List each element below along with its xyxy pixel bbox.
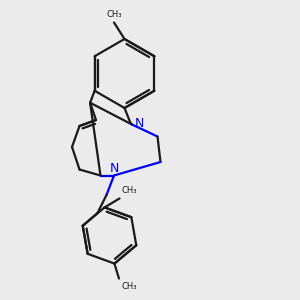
- Text: N: N: [135, 117, 144, 130]
- Text: CH₃: CH₃: [106, 10, 122, 19]
- Text: CH₃: CH₃: [121, 186, 136, 195]
- Text: N: N: [109, 162, 119, 176]
- Text: CH₃: CH₃: [122, 282, 137, 291]
